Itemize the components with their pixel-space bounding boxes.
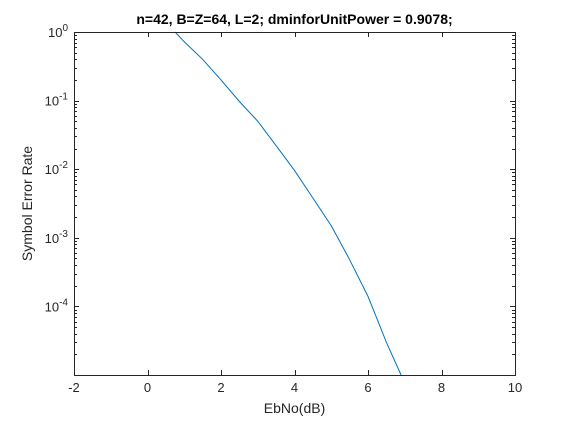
x-tick-label: -2 — [68, 380, 80, 395]
x-tick-label: 2 — [217, 380, 224, 395]
x-axis-label: EbNo(dB) — [264, 400, 325, 416]
y-axis-label: Symbol Error Rate — [19, 146, 35, 261]
x-tick-label: 8 — [438, 380, 445, 395]
x-tick-label: 0 — [144, 380, 151, 395]
chart-title: n=42, B=Z=64, L=2; dminforUnitPower = 0.… — [136, 11, 452, 27]
x-tick-label: 4 — [291, 380, 298, 395]
x-tick-label: 6 — [364, 380, 371, 395]
x-tick-label: 10 — [508, 380, 522, 395]
plot-area — [74, 32, 515, 375]
